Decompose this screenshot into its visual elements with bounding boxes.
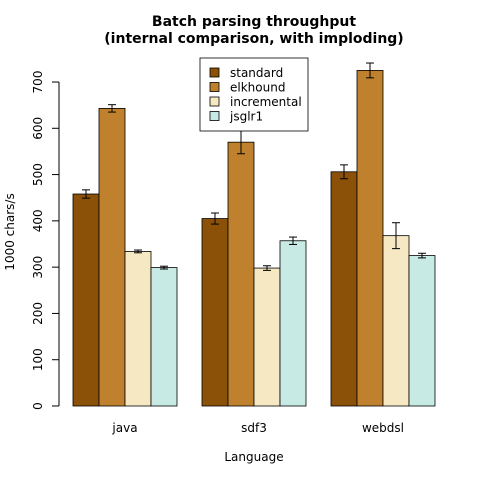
y-axis-label: 1000 chars/s [3,193,17,270]
legend-item-incremental: incremental [209,95,302,109]
bar-groups [72,70,436,407]
legend-swatch [209,67,220,78]
x-axis-tick-labels: java sdf3 webdsl [111,421,404,435]
y-tick-label: 700 [31,71,45,94]
y-tick-label: 200 [31,302,45,325]
legend-item-standard: standard [209,66,283,80]
bar-webdsl-standard [330,171,358,407]
x-tick-label-webdsl: webdsl [362,421,404,435]
bar-webdsl-jsglr1 [408,255,436,407]
x-tick-label-sdf3: sdf3 [241,421,267,435]
bar-sdf3-incremental [253,267,281,407]
bar-sdf3-standard [201,218,229,407]
y-tick-label: 100 [31,348,45,371]
error-bar-java-elkhound [108,104,116,113]
error-bar-sdf3-standard [211,212,219,225]
chart-title: Batch parsing throughput [152,14,356,30]
bar-group-sdf3 [201,141,307,407]
legend-label: standard [230,66,283,80]
bar-group-webdsl [330,70,436,407]
error-bar-webdsl-elkhound [366,62,374,79]
error-bar-java-standard [82,189,90,199]
error-bar-java-incremental [134,249,142,254]
error-bar-sdf3-incremental [263,265,271,271]
legend-item-jsglr1: jsglr1 [209,110,263,124]
error-bar-webdsl-jsglr1 [418,252,426,259]
y-tick-label: 500 [31,163,45,186]
error-bar-java-jsglr1 [160,265,168,270]
legend-label: jsglr1 [229,110,263,124]
error-bars [82,62,426,271]
bar-webdsl-elkhound [356,70,384,407]
chart-subtitle: (internal comparison, with imploding) [104,31,403,47]
x-axis-label: Language [224,450,283,464]
bar-java-incremental [124,251,152,407]
bar-webdsl-incremental [382,235,410,407]
legend-label: incremental [230,95,302,109]
legend-item-elkhound: elkhound [209,81,285,95]
y-tick-label: 600 [31,117,45,140]
x-tick-label-java: java [111,421,137,435]
y-tick-label: 400 [31,209,45,232]
bar-java-jsglr1 [150,267,178,407]
bar-sdf3-jsglr1 [279,240,307,407]
error-bar-sdf3-jsglr1 [289,236,297,245]
y-tick-label: 300 [31,256,45,279]
y-axis: 0 100 200 300 400 500 600 700 [31,71,60,410]
bar-group-java [72,107,178,407]
legend-label: elkhound [230,81,285,95]
bar-sdf3-elkhound [227,141,255,407]
bar-java-standard [72,193,100,407]
legend-swatch [209,111,220,121]
legend-swatch [209,82,220,92]
legend-swatch [209,96,220,107]
y-tick-label: 0 [31,402,45,410]
error-bar-webdsl-standard [340,164,348,180]
bar-java-elkhound [98,107,126,407]
error-bar-webdsl-incremental [392,222,400,250]
